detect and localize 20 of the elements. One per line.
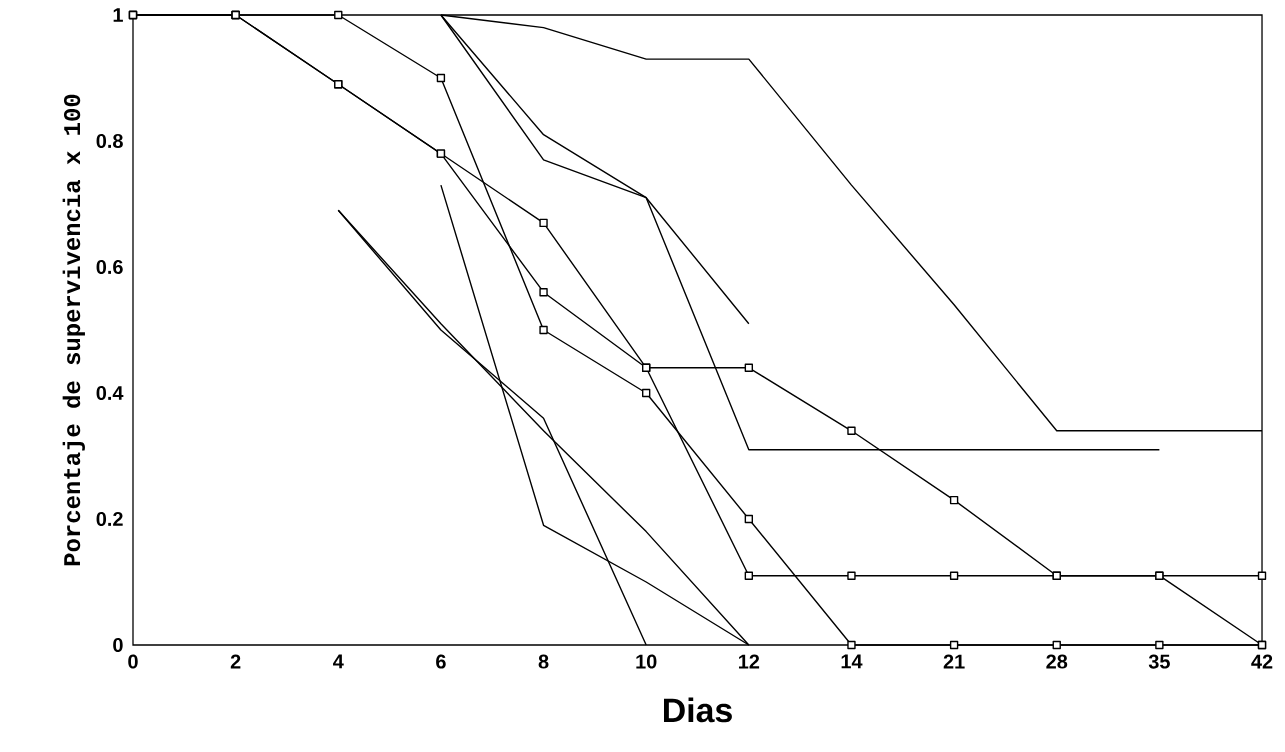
x-tick-label: 14 xyxy=(841,654,863,669)
x-tick-label: 12 xyxy=(738,654,760,669)
x-tick-label: 35 xyxy=(1148,654,1170,669)
x-tick-label: 8 xyxy=(538,654,549,669)
x-tick-label: 42 xyxy=(1251,654,1273,669)
x-tick-label: 2 xyxy=(230,654,241,669)
y-tick-label: 0 xyxy=(113,637,123,653)
x-tick-label: 21 xyxy=(943,654,965,669)
x-tick-label: 4 xyxy=(333,654,344,669)
x-tick-label: 10 xyxy=(636,654,657,669)
x-tick-label: 0 xyxy=(128,654,138,669)
x-axis-title: Dias xyxy=(664,697,732,723)
y-tick-label: 0.2 xyxy=(96,511,123,527)
x-tick-label: 6 xyxy=(436,654,446,669)
y-tick-label: 0.6 xyxy=(96,259,123,275)
y-axis-title: Porcentaje de supervivencia x 100 xyxy=(62,94,85,566)
y-tick-label: 1 xyxy=(113,8,123,22)
y-tick-label: 0.8 xyxy=(96,133,123,149)
x-tick-label: 28 xyxy=(1046,654,1068,669)
y-tick-label: 0.4 xyxy=(96,385,124,401)
